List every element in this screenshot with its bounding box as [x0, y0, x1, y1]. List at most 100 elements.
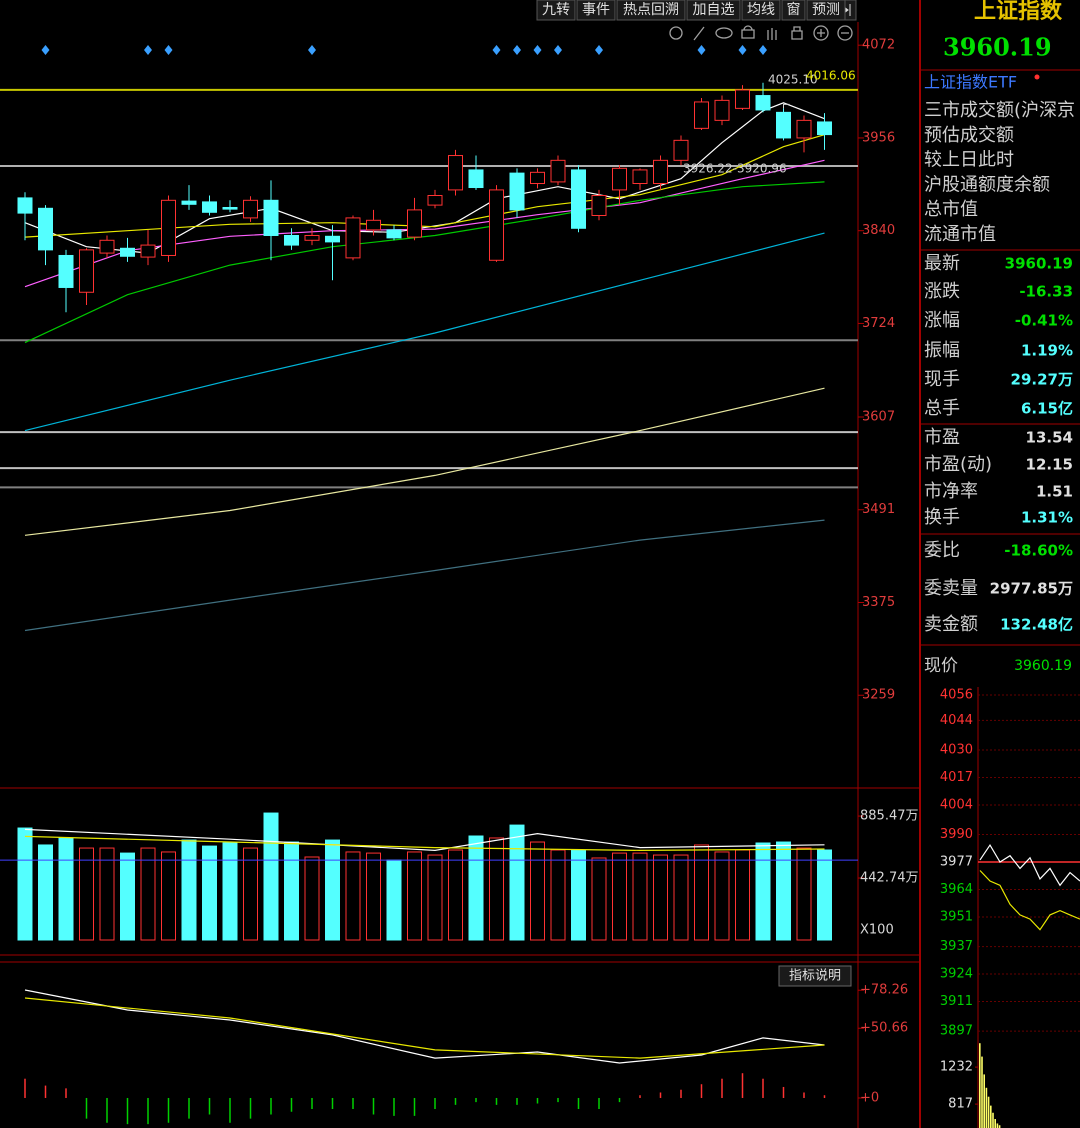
candle-body [755, 95, 771, 111]
zoom-out[interactable] [837, 25, 853, 41]
candle-body [202, 201, 217, 213]
y-tick-label: 3937 [940, 939, 973, 954]
volume-bar [990, 1105, 992, 1128]
lock-icon[interactable] [791, 26, 803, 40]
info-row: 预估成交额 [924, 125, 1014, 146]
toolbar-label[interactable]: 九转 [542, 2, 570, 18]
volume-bar [735, 849, 750, 941]
volume-bar [755, 842, 771, 941]
draw-icon[interactable] [693, 26, 705, 41]
stat-label: 现手 [924, 369, 960, 390]
volume-bar [987, 1096, 990, 1128]
signal-marker [41, 45, 50, 55]
volume-bar [140, 847, 156, 941]
signal-marker [595, 45, 603, 55]
quote-price: 3960.19 [943, 33, 1052, 62]
current-value: 3960.19 [1014, 658, 1072, 674]
toolbar-label[interactable]: 窗 [787, 1, 801, 18]
toolbar-button[interactable] [616, 0, 686, 21]
volume-bar [243, 847, 258, 941]
toolbar-button[interactable] [781, 0, 806, 21]
candle-body [448, 155, 463, 191]
candle-body [58, 254, 74, 288]
shop-icon[interactable] [741, 25, 755, 39]
y-tick-label: 4056 [940, 688, 973, 703]
view-icon[interactable] [715, 27, 733, 39]
signal-marker [554, 45, 562, 55]
stat-value: 29.27万 [1011, 371, 1073, 389]
moving-average [24, 181, 825, 344]
hand-icon[interactable] [767, 28, 777, 40]
y-tick-label: +50.66 [860, 1021, 908, 1036]
volume-bar [776, 841, 791, 941]
annotation: 3926.22-3920.96 [683, 162, 787, 176]
candle-body [161, 199, 176, 256]
intraday-line [979, 870, 1080, 931]
indicator-button[interactable] [778, 965, 852, 987]
volume-bar [17, 827, 33, 941]
info-row: 较上日此时 [924, 150, 1014, 171]
stat-label: 委比 [924, 540, 960, 561]
toolbar-label[interactable]: 预测 [812, 2, 840, 18]
stat-label: 涨跌 [924, 281, 960, 302]
y-tick-label: 885.47万 [860, 809, 919, 824]
volume-bar [38, 844, 53, 941]
candle-body [550, 159, 566, 183]
toolbar-button[interactable] [741, 0, 781, 21]
candle-body [181, 200, 197, 205]
stat-value: 2977.85万 [990, 580, 1073, 598]
toolbar-label[interactable]: 加自选 [693, 2, 735, 18]
volume-bar [366, 852, 381, 941]
y-tick-label: 4030 [940, 742, 973, 757]
y-tick-label: 3924 [940, 967, 973, 982]
etf-link[interactable]: 上证指数ETF [924, 73, 1017, 92]
toolbar-label[interactable]: 热点回溯 [623, 2, 679, 18]
toolbar-button[interactable] [806, 0, 846, 21]
signal-marker [533, 45, 542, 55]
y-tick-label: 3911 [940, 994, 973, 1009]
y-tick-label: 3990 [940, 827, 973, 842]
stat-value: 13.54 [1026, 429, 1073, 447]
volume-tick-label: 1232 [940, 1060, 973, 1075]
annotation: 4025.10 [768, 73, 818, 87]
candle-body [612, 167, 627, 191]
candle-body [571, 169, 586, 229]
candle-body [79, 249, 94, 293]
volume-bar [99, 847, 115, 941]
signal-marker [759, 45, 767, 55]
volume-bar [304, 856, 320, 941]
stat-label: 市净率 [924, 481, 978, 502]
tool-icons [669, 25, 853, 41]
y-tick-label: 3977 [940, 855, 973, 870]
toolbar-button[interactable] [536, 0, 576, 21]
candle-body [776, 111, 791, 139]
candle-body [386, 229, 402, 239]
indicator-button-label[interactable]: 指标说明 [789, 969, 841, 984]
volume-bar [79, 847, 94, 941]
candle-body [591, 195, 607, 216]
zoom-in-plus[interactable] [817, 29, 825, 37]
info-row: 三市成交额(沪深京 [924, 100, 1075, 121]
toolbar-label[interactable]: 均线 [747, 2, 775, 18]
signal-marker [164, 45, 173, 55]
stat-value: 12.15 [1026, 456, 1073, 474]
toolbar-button[interactable] [686, 0, 741, 21]
settings-icon[interactable] [669, 26, 683, 40]
moving-average [24, 387, 825, 536]
volume-bar [468, 835, 484, 941]
moving-average [24, 134, 825, 238]
volume-bar [407, 851, 422, 941]
toolbar-label[interactable]: 事件 [582, 2, 610, 18]
candle-body [427, 195, 443, 206]
y-tick-label: 4004 [940, 797, 973, 812]
stat-value: 6.15亿 [1021, 400, 1073, 418]
volume-bar [612, 852, 627, 941]
candle-body [140, 244, 156, 258]
volume-bar [981, 1056, 983, 1128]
zoom-in[interactable] [813, 25, 829, 41]
candle-body [468, 169, 484, 189]
toolbar-button[interactable] [576, 0, 616, 21]
info-row: 流通市值 [924, 224, 996, 245]
